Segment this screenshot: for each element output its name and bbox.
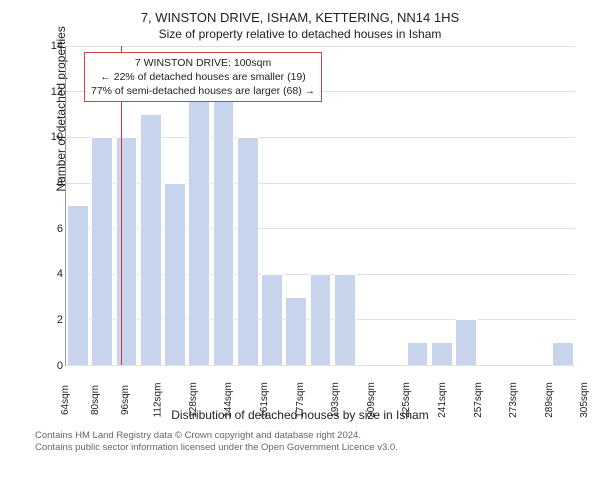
bar: [67, 205, 89, 365]
x-tick: 241sqm: [437, 382, 477, 418]
bar: [431, 342, 453, 365]
bar: [358, 364, 380, 365]
x-tick: 289sqm: [543, 382, 583, 418]
bar: [213, 91, 235, 364]
bar: [188, 91, 210, 364]
bar-slot: [454, 46, 478, 365]
chart-title: 7, WINSTON DRIVE, ISHAM, KETTERING, NN14…: [15, 10, 585, 27]
bar-slot: [526, 46, 550, 365]
bar: [334, 274, 356, 365]
y-tick: 0: [35, 360, 63, 372]
annotation-box: 7 WINSTON DRIVE: 100sqm ← 22% of detache…: [84, 52, 322, 103]
x-tick: 128sqm: [188, 382, 228, 418]
x-tick: 144sqm: [223, 382, 263, 418]
x-tick: 161sqm: [259, 382, 299, 418]
x-tick: 209sqm: [366, 382, 406, 418]
y-ticks: 02468101214: [35, 46, 63, 366]
chart-subtitle: Size of property relative to detached ho…: [15, 27, 585, 41]
bar: [382, 364, 404, 365]
bar-slot: [405, 46, 429, 365]
bar-slot: [357, 46, 381, 365]
bar: [261, 274, 283, 365]
x-ticks: 64sqm80sqm96sqm112sqm128sqm144sqm161sqm1…: [65, 366, 575, 406]
plot-area: 7 WINSTON DRIVE: 100sqm ← 22% of detache…: [65, 46, 575, 366]
bar: [552, 342, 574, 365]
bar: [407, 342, 429, 365]
chart-container: 7, WINSTON DRIVE, ISHAM, KETTERING, NN14…: [0, 0, 600, 500]
annotation-line2: ← 22% of detached houses are smaller (19…: [91, 70, 315, 84]
copyright-block: Contains HM Land Registry data © Crown c…: [15, 430, 585, 455]
y-tick: 10: [35, 131, 63, 143]
annotation-line1: 7 WINSTON DRIVE: 100sqm: [91, 56, 315, 70]
bar: [310, 274, 332, 365]
x-tick: 177sqm: [294, 382, 334, 418]
bar-slot: [502, 46, 526, 365]
bar: [237, 137, 259, 365]
y-tick: 4: [35, 268, 63, 280]
plot-wrapper: Number of detached properties 0246810121…: [65, 46, 575, 406]
y-tick: 12: [35, 86, 63, 98]
x-tick: 257sqm: [472, 382, 512, 418]
bar: [479, 364, 501, 365]
bar: [285, 297, 307, 365]
bar: [116, 137, 138, 365]
bar-slot: [551, 46, 575, 365]
copyright-line1: Contains HM Land Registry data © Crown c…: [35, 430, 585, 442]
x-tick: 225sqm: [401, 382, 441, 418]
bar-slot: [478, 46, 502, 365]
copyright-line2: Contains public sector information licen…: [35, 442, 585, 454]
y-tick: 14: [35, 40, 63, 52]
x-tick: 273sqm: [508, 382, 548, 418]
x-tick: 112sqm: [152, 382, 192, 417]
y-tick: 6: [35, 223, 63, 235]
annotation-line3: 77% of semi-detached houses are larger (…: [91, 84, 315, 98]
bar: [455, 319, 477, 365]
x-tick: 305sqm: [579, 382, 600, 418]
bar: [164, 183, 186, 365]
bar-slot: [381, 46, 405, 365]
bar: [140, 114, 162, 365]
bar: [528, 364, 550, 365]
bar: [503, 364, 525, 365]
bar: [91, 137, 113, 365]
bar-slot: [430, 46, 454, 365]
y-tick: 8: [35, 177, 63, 189]
y-tick: 2: [35, 314, 63, 326]
x-tick: 193sqm: [330, 382, 370, 418]
bar-slot: [333, 46, 357, 365]
